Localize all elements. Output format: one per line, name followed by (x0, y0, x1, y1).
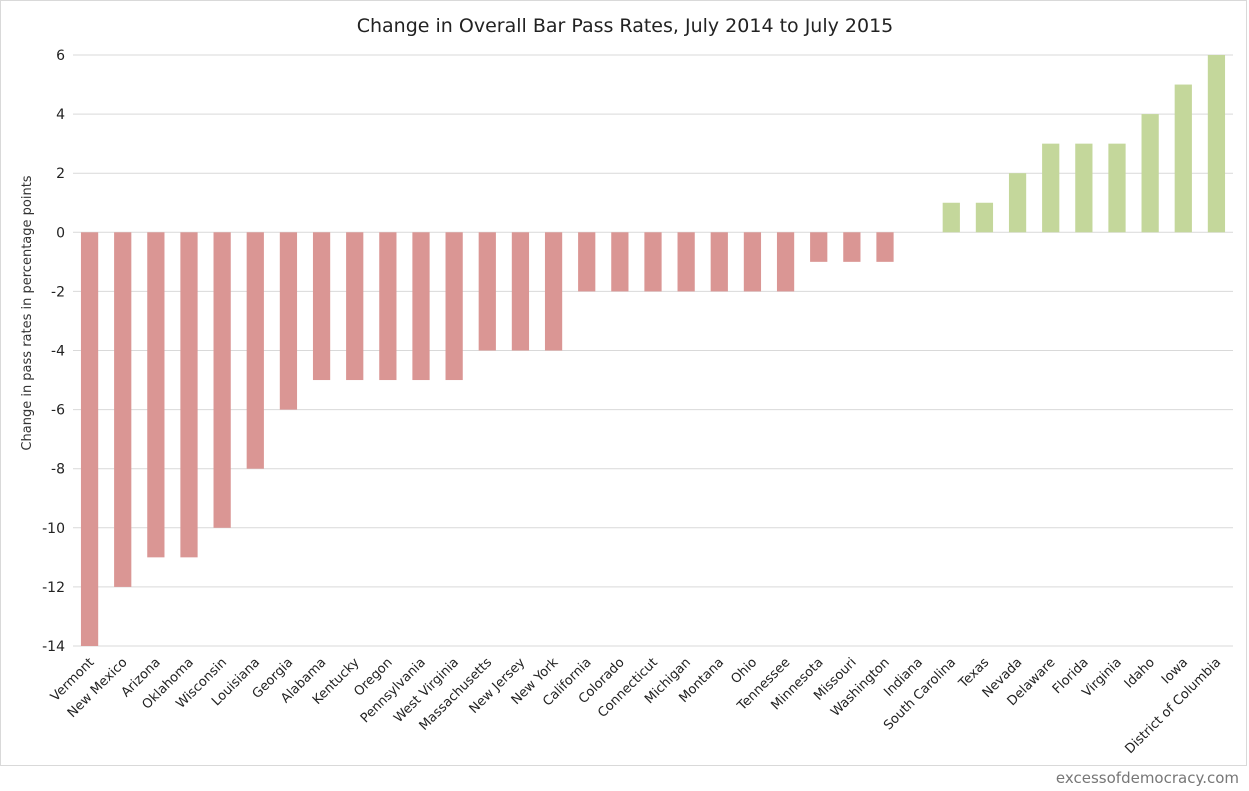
bar-oklahoma (180, 232, 198, 558)
bar-idaho (1141, 114, 1159, 233)
bar-michigan (677, 232, 695, 292)
bar-tennessee (776, 232, 795, 292)
y-axis-ticks: 6 4 2 0 -2 -4 -6 -8 -10 -12 -14 (42, 48, 65, 655)
y-tick-label: -4 (51, 344, 65, 360)
bar-louisiana (246, 232, 264, 469)
y-tick-label: -2 (51, 284, 65, 300)
bar-minnesota (810, 232, 828, 262)
bar-delaware (1042, 143, 1060, 233)
bar-missouri (843, 232, 861, 262)
bar-montana (710, 232, 728, 292)
bar-massachusetts (478, 232, 496, 351)
y-tick-label: 0 (56, 225, 65, 241)
chart-title: Change in Overall Bar Pass Rates, July 2… (357, 15, 894, 37)
bar-vermont (80, 232, 99, 647)
y-tick-label: -6 (51, 403, 65, 419)
x-category-label: Idaho (1122, 655, 1158, 691)
bar-new-york (544, 232, 563, 351)
bar-nevada (1008, 173, 1027, 233)
bar-west-virginia (445, 232, 463, 381)
bar-kentucky (346, 232, 364, 381)
bar-ohio (743, 232, 762, 292)
chart-frame: Change in Overall Bar Pass Rates, July 2… (0, 0, 1247, 766)
bar-wisconsin (213, 232, 231, 528)
bars (80, 55, 1226, 647)
bar-alabama (312, 232, 331, 381)
bar-georgia (279, 232, 298, 410)
bar-oregon (379, 232, 397, 381)
y-tick-label: -8 (51, 462, 65, 478)
bar-district-of-columbia (1207, 55, 1226, 233)
bar-new-jersey (511, 232, 530, 351)
bar-texas (975, 202, 994, 233)
bar-arizona (147, 232, 165, 558)
bar-washington (876, 232, 894, 262)
y-tick-label: -12 (42, 580, 65, 596)
bar-colorado (611, 232, 629, 292)
bar-iowa (1174, 84, 1192, 233)
y-tick-label: 6 (56, 48, 65, 64)
bar-connecticut (644, 232, 662, 292)
bar-new-mexico (114, 232, 132, 587)
y-tick-label: -10 (42, 521, 65, 537)
bar-pennsylvania (412, 232, 430, 381)
bar-virginia (1108, 143, 1126, 233)
y-tick-label: 4 (56, 107, 65, 123)
bar-california (578, 232, 596, 292)
y-tick-label: 2 (56, 166, 65, 182)
bar-chart: Change in Overall Bar Pass Rates, July 2… (20, 15, 1233, 757)
y-tick-label: -14 (42, 639, 65, 655)
bar-south-carolina (942, 202, 960, 233)
bar-florida (1075, 143, 1093, 233)
y-axis-label: Change in pass rates in percentage point… (20, 175, 35, 450)
watermark: excessofdemocracy.com (1055, 769, 1239, 787)
